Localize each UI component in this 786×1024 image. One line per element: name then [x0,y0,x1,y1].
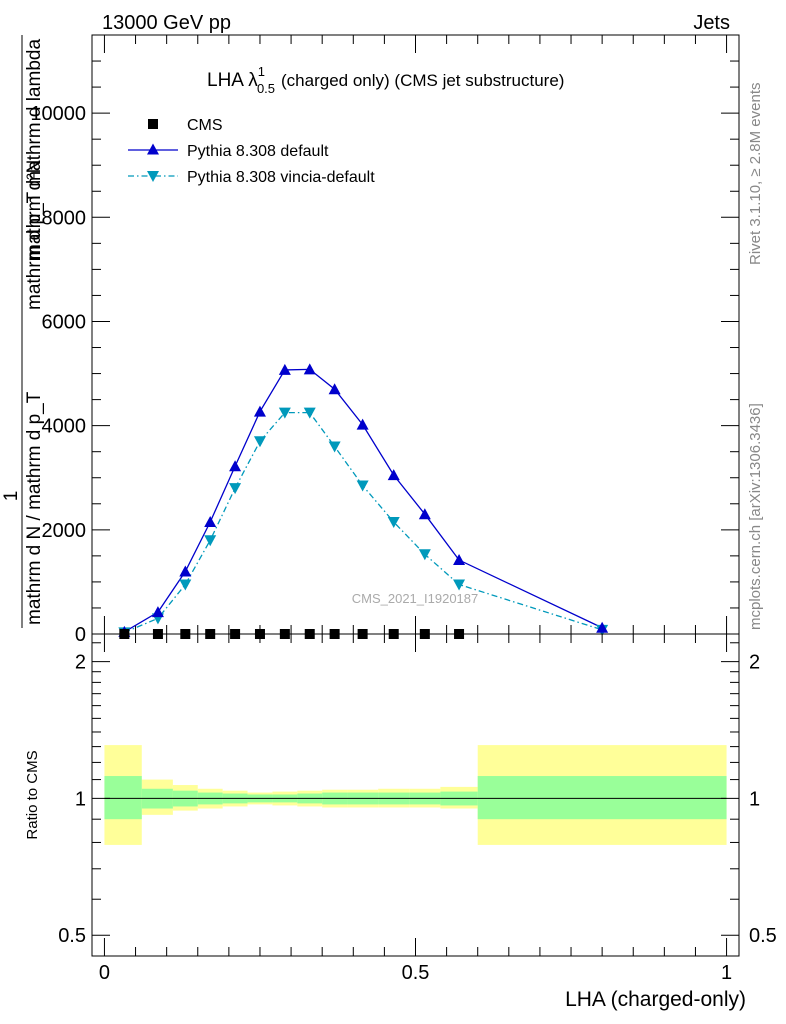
marker-pythia-default [596,621,609,633]
marker-pythia-default [453,554,466,566]
marker-pythia-default [229,460,242,472]
ratio-ytick-label-right: 1 [749,788,760,810]
ratio-xtick-label: 0.5 [402,962,430,984]
ylabel-numerator: mathrm d²N [24,160,45,260]
marker-pythia-vincia [453,579,466,591]
analysis-watermark: CMS_2021_I1920187 [352,591,479,606]
marker-pythia-default [204,516,217,528]
ratio-band-inner [104,776,142,820]
marker-pythia-default [179,565,192,577]
main-panel: 0 2000 4000 6000 8000 10000 LHA λ1 0.5 (charged… [30,34,740,646]
main-ytick-label: 10000 [30,103,86,125]
marker-pythia-vincia [179,579,192,591]
main-ytick-label: 8000 [42,207,87,229]
marker-pythia-default [356,418,369,430]
main-ytick-label: 0 [75,624,86,646]
marker-pythia-vincia [356,480,369,492]
x-axis-label: LHA (charged-only) [565,988,746,1011]
energy-label: 13000 GeV pp [102,12,231,34]
ratio-ytick-label-left: 2 [75,652,86,674]
ylabel-left-numerator: 1 [1,491,22,502]
legend-marker-cms [148,119,158,129]
marker-pythia-vincia [229,483,242,495]
marker-pythia-vincia [418,549,431,561]
ratio-axes: 0.5 0.5 1 1 2 2 0 0.5 1 [58,634,777,984]
ratio-ytick-label-right: 0.5 [749,925,777,947]
marker-pythia-vincia [328,441,341,453]
ratio-panel: 0.5 0.5 1 1 2 2 0 0.5 1 Ratio to CMS LHA (charge… [24,633,777,1011]
marker-pythia-default [328,383,341,395]
main-axes: 0 2000 4000 6000 8000 10000 [30,34,739,646]
ylabel-left-denominator: mathrm d N / mathrm d p_T [24,391,45,625]
legend: CMS Pythia 8.308 default Pythia 8.308 vi… [128,117,375,186]
ratio-ytick-label-left: 0.5 [58,925,86,947]
legend-label-default: Pythia 8.308 default [187,143,329,160]
marker-pythia-default [303,363,316,375]
ylabel-denominator: mathrm d p_T mathrm d lambda [24,39,45,310]
series-line-pythia-default [124,368,603,633]
rivet-label: Rivet 3.1.10, ≥ 2.8M events [747,83,764,266]
main-ytick-label: 4000 [42,416,87,438]
marker-pythia-default [278,363,291,375]
marker-pythia-vincia [387,517,400,529]
marker-pythia-default [253,405,266,417]
main-title: LHA λ1 0.5 (charged only) (CMS jet substru… [207,64,564,96]
marker-pythia-default [418,508,431,520]
marker-pythia-vincia [253,436,266,448]
legend-marker-default [147,143,159,155]
mcplots-label: mcplots.cern.ch [arXiv:1306.3436] [747,403,764,630]
ratio-ytick-label-right: 2 [749,652,760,674]
legend-marker-vincia [147,171,159,182]
main-ytick-label: 2000 [42,520,87,542]
marker-pythia-default [151,606,164,618]
marker-pythia-vincia [204,535,217,547]
ratio-bands [104,745,727,845]
main-ylabel: mathrm d²N mathrm d p_T mathrm d lambda … [1,35,45,628]
ratio-xtick-label: 0 [99,962,110,984]
marker-pythia-default [387,469,400,481]
marker-pythia-vincia [278,407,291,419]
legend-label-vincia: Pythia 8.308 vincia-default [187,169,375,186]
ratio-ytick-label-left: 1 [75,788,86,810]
main-ytick-label: 6000 [42,311,87,333]
legend-label-cms: CMS [187,117,223,134]
marker-pythia-vincia [303,407,316,419]
ratio-ylabel: Ratio to CMS [24,750,41,839]
ratio-band-inner [477,776,727,820]
ratio-xtick-label: 1 [721,962,732,984]
category-label: Jets [693,12,730,34]
